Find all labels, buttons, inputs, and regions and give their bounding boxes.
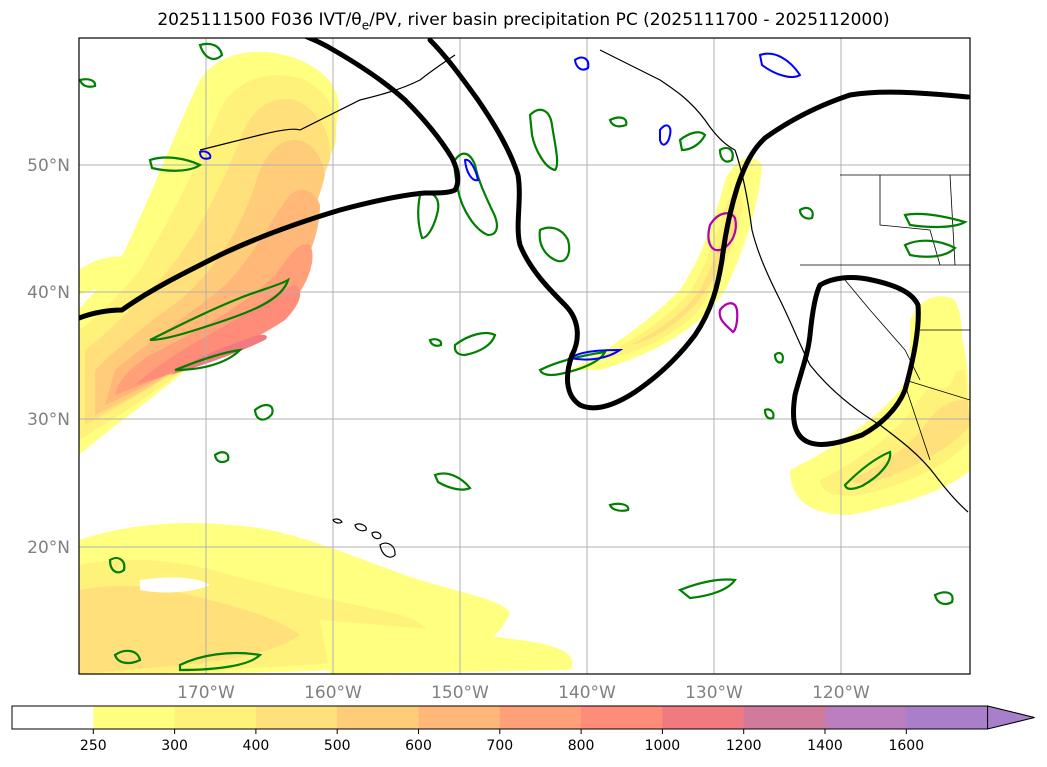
lat-axis: 50°N 40°N 30°N 20°N xyxy=(27,156,70,558)
coastlines xyxy=(199,49,970,513)
lat-label: 40°N xyxy=(27,283,70,303)
colorbar-tick-label: 300 xyxy=(161,738,188,754)
lat-label: 50°N xyxy=(27,156,70,176)
colorbar-tick-label: 1000 xyxy=(645,738,681,754)
lon-label: 130°W xyxy=(685,683,743,703)
colorbar-segment xyxy=(337,706,419,729)
colorbar-segment xyxy=(255,706,338,729)
colorbar-tick-label: 800 xyxy=(568,738,595,754)
lon-axis: 170°W 160°W 150°W 140°W 130°W 120°W xyxy=(177,683,870,703)
colorbar-tick-label: 1600 xyxy=(888,738,924,754)
ivt-shading-south xyxy=(79,523,573,674)
map-title: 2025111500 F036 IVT/θe/PV, river basin p… xyxy=(157,10,890,33)
colorbar-tick-label: 400 xyxy=(243,738,270,754)
lat-label: 20°N xyxy=(27,538,70,558)
colorbar-segment xyxy=(825,706,907,729)
lon-label: 140°W xyxy=(558,683,616,703)
colorbar-extend-arrow xyxy=(987,705,1035,730)
colorbar-tick-label: 500 xyxy=(324,738,351,754)
colorbar-segment xyxy=(662,706,745,729)
colorbar-tick-label: 600 xyxy=(405,738,432,754)
colorbar: 250 300 400 500 600 700 800 1000 1200 1400 1600 xyxy=(11,705,1035,754)
colorbar-segment xyxy=(12,706,94,729)
colorbar-tick-label: 1200 xyxy=(726,738,762,754)
lon-label: 150°W xyxy=(431,683,489,703)
lat-label: 30°N xyxy=(27,410,70,430)
hawaii-islands xyxy=(332,518,396,558)
precip-magenta-contours xyxy=(707,212,739,334)
ivt-shading-west xyxy=(79,51,339,455)
colorbar-segment xyxy=(743,706,826,729)
lon-label: 160°W xyxy=(304,683,362,703)
colorbar-tick-label: 700 xyxy=(486,738,513,754)
colorbar-segment xyxy=(906,706,989,729)
colorbar-segment xyxy=(418,706,501,729)
pv-contours xyxy=(79,38,970,447)
colorbar-segment xyxy=(499,706,582,729)
graticule xyxy=(79,38,970,674)
colorbar-tick-label: 1400 xyxy=(807,738,843,754)
colorbar-segment xyxy=(93,706,176,729)
theta-e-contours xyxy=(79,42,968,672)
precip-blue-contours xyxy=(198,52,802,361)
lon-label: 120°W xyxy=(812,683,870,703)
map-frame xyxy=(78,37,971,675)
colorbar-segment xyxy=(581,706,663,729)
colorbar-segment xyxy=(174,706,257,729)
lon-label: 170°W xyxy=(177,683,235,703)
colorbar-tick-label: 250 xyxy=(80,738,107,754)
